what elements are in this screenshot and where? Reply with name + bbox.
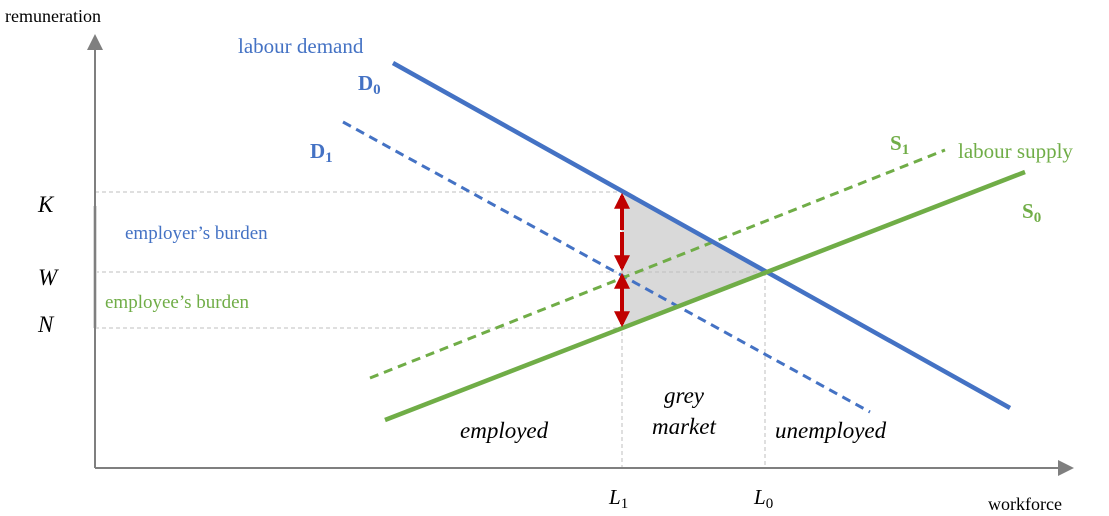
w-label: W: [38, 265, 59, 290]
unemployed-label: unemployed: [775, 418, 887, 443]
supply-s0: [384, 169, 1026, 423]
demand-d1: [342, 120, 871, 414]
d1-label: D1: [310, 139, 333, 166]
demand-title: labour demand: [238, 34, 364, 58]
y-axis-label: remuneration: [5, 6, 101, 26]
l0-label: L0: [753, 485, 773, 512]
supply-s1: [369, 148, 946, 380]
demand-d0: [391, 61, 1012, 410]
s0-label: S0: [1022, 199, 1041, 226]
n-label: N: [37, 312, 55, 337]
employee-burden: employee’s burden: [105, 292, 250, 313]
supply-title: labour supply: [958, 139, 1073, 163]
k-label: K: [37, 192, 55, 217]
market-label: market: [652, 414, 716, 439]
s1-label: S1: [890, 131, 909, 158]
l1-label: L1: [608, 485, 628, 512]
grey-area: [622, 192, 765, 328]
grey-label: grey: [664, 383, 705, 408]
employer-burden: employer’s burden: [125, 223, 268, 244]
d0-label: D0: [358, 71, 381, 98]
employed-label: employed: [460, 418, 549, 443]
x-axis-label: workforce: [988, 494, 1062, 514]
